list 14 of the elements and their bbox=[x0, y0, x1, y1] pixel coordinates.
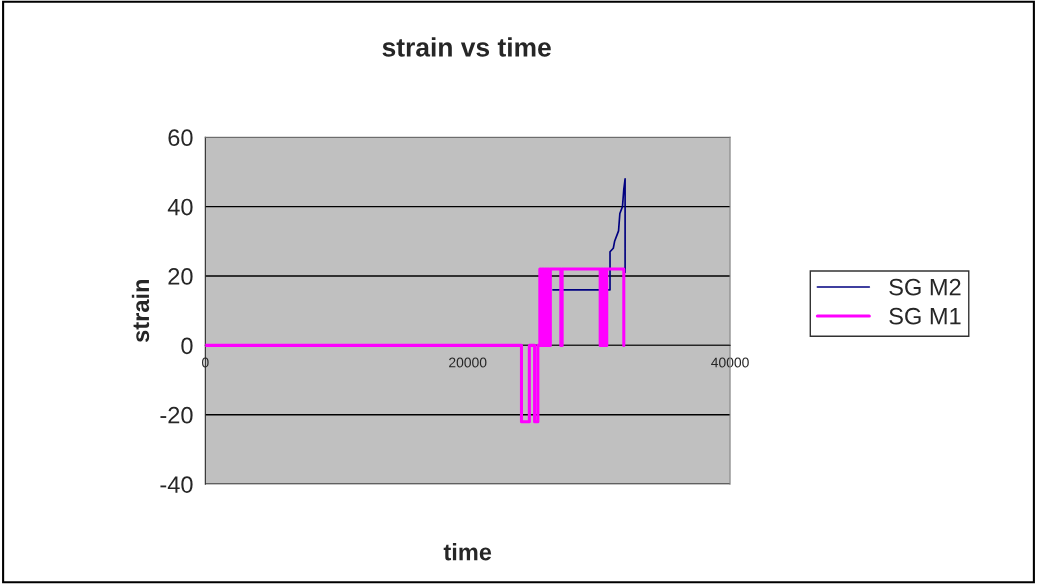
x-axis-title: time bbox=[443, 543, 492, 561]
y-tick-label: 40 bbox=[167, 198, 193, 216]
y-tick-label: 20 bbox=[168, 268, 193, 285]
y-tick-label: 60 bbox=[168, 129, 193, 147]
chart-title: strain vs time bbox=[382, 37, 551, 57]
y-tick-label: 0 bbox=[181, 337, 193, 355]
x-tick-label: 40000 bbox=[711, 357, 749, 368]
legend-label: SG M1 bbox=[889, 307, 961, 325]
legend-label: SG M2 bbox=[889, 278, 961, 296]
x-tick-label: 20000 bbox=[449, 357, 487, 368]
line-series bbox=[552, 178, 626, 291]
y-tick-label: -40 bbox=[160, 476, 193, 493]
y-tick-label: -20 bbox=[160, 406, 193, 424]
y-axis-title: strain bbox=[131, 280, 150, 342]
